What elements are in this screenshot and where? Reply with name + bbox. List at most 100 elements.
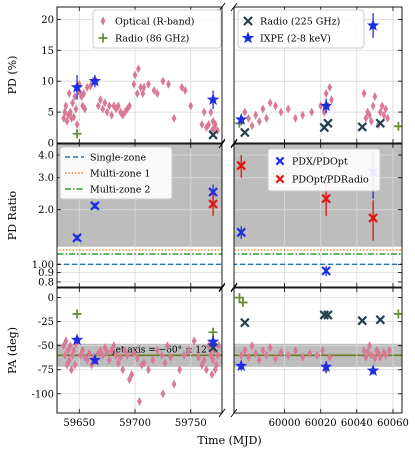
y-tick-label: 0 <box>48 139 54 150</box>
legend-box-right <box>267 148 381 192</box>
y-tick-label: 10 <box>41 77 54 88</box>
diamond-marker <box>372 92 378 102</box>
diamond-marker <box>66 355 72 365</box>
diamond-marker <box>361 89 367 99</box>
x-marker <box>357 122 368 132</box>
diamond-marker <box>320 346 325 355</box>
diamond-marker <box>309 107 315 117</box>
x-tick-label: 60060 <box>377 418 409 429</box>
x-marker <box>368 213 378 223</box>
diamond-marker <box>86 348 92 358</box>
star-marker <box>241 31 255 44</box>
star-marker <box>70 333 84 346</box>
legend-label: Multi-zone 1 <box>90 169 150 180</box>
diamond-marker <box>253 348 259 358</box>
diamond-marker <box>71 346 77 355</box>
diamond-marker <box>379 101 385 111</box>
diamond-marker <box>159 350 165 360</box>
diamond-marker <box>260 104 266 114</box>
diamond-marker <box>141 358 147 368</box>
diamond-marker <box>84 355 90 365</box>
diamond-marker <box>113 350 119 360</box>
y-tick-label: 20 <box>41 15 54 26</box>
diamond-marker <box>267 98 273 108</box>
diamond-marker <box>84 82 90 92</box>
x-marker <box>321 266 331 276</box>
x-marker <box>208 130 218 140</box>
diamond-marker <box>150 355 156 365</box>
diamond-marker <box>141 82 147 92</box>
diamond-marker <box>278 347 284 357</box>
diamond-marker <box>182 85 188 95</box>
diamond-marker <box>78 89 83 99</box>
star-marker <box>319 99 333 112</box>
diamond-marker <box>249 341 255 351</box>
diamond-marker <box>256 355 262 365</box>
diamond-marker <box>314 350 320 360</box>
diamond-marker <box>115 101 121 111</box>
diamond-marker <box>201 355 207 365</box>
diamond-marker <box>179 82 185 92</box>
diamond-marker <box>164 341 170 351</box>
diamond-marker <box>62 350 68 360</box>
diamond-marker <box>69 365 74 375</box>
diamond-marker <box>191 336 197 346</box>
x-marker <box>375 118 386 128</box>
panel-pd: 0 5 10 15 20 PD (%) Optical (R-band) Radio (86 … <box>6 2 403 150</box>
y-axis-label: PD (%) <box>6 56 19 95</box>
diamond-marker <box>203 365 209 375</box>
diamond-marker <box>72 92 78 102</box>
diamond-marker <box>377 352 383 362</box>
diamond-marker <box>372 353 378 363</box>
diamond-marker <box>293 346 298 355</box>
x-marker <box>375 314 386 325</box>
axes-frame-left <box>56 6 223 144</box>
diamond-marker <box>318 101 324 111</box>
diamond-marker <box>61 113 67 123</box>
diamond-marker <box>95 101 101 111</box>
diamond-marker <box>115 358 121 368</box>
legend-box-left <box>59 146 173 200</box>
legend-label: PDX/PDOpt <box>292 157 348 168</box>
axis-break-mark <box>230 282 238 292</box>
x-marker <box>357 315 368 326</box>
x-marker <box>243 16 253 26</box>
diamond-marker <box>102 343 108 353</box>
diamond-marker <box>82 104 88 114</box>
axis-break-mark <box>230 283 238 293</box>
y-tick-label: -25 <box>38 317 54 328</box>
plus-marker <box>72 309 82 319</box>
diamond-marker <box>383 350 389 360</box>
x-marker <box>236 160 247 171</box>
axes-frame-right <box>233 287 403 414</box>
legend-box-right <box>237 9 365 49</box>
diamond-marker <box>196 352 201 362</box>
diamond-marker <box>370 101 376 111</box>
diamond-marker <box>300 352 306 362</box>
y-tick-label: 4.0 <box>38 151 54 162</box>
diamond-marker <box>146 79 151 89</box>
diamond-marker <box>215 126 220 136</box>
diamond-marker <box>98 95 103 105</box>
diamond-marker <box>111 341 117 351</box>
diamond-marker <box>124 350 130 360</box>
x-marker <box>90 201 100 211</box>
diamond-marker <box>212 365 218 375</box>
y-tick-label: 0 <box>48 293 54 304</box>
diamond-marker <box>135 64 141 74</box>
axis-break-mark <box>218 408 226 418</box>
diamond-marker <box>162 358 168 368</box>
diamond-marker <box>273 101 278 111</box>
diamond-marker <box>82 352 88 362</box>
diamond-marker <box>127 101 132 111</box>
right-plot-area <box>234 288 402 413</box>
axis-break-mark <box>218 283 226 293</box>
diamond-marker <box>73 104 79 114</box>
diamond-marker <box>109 346 115 355</box>
diamond-marker <box>67 341 73 351</box>
diamond-marker <box>166 79 171 89</box>
x-marker <box>208 187 218 197</box>
diamond-marker <box>209 370 215 380</box>
diamond-marker <box>199 119 205 129</box>
diamond-marker <box>246 352 251 362</box>
